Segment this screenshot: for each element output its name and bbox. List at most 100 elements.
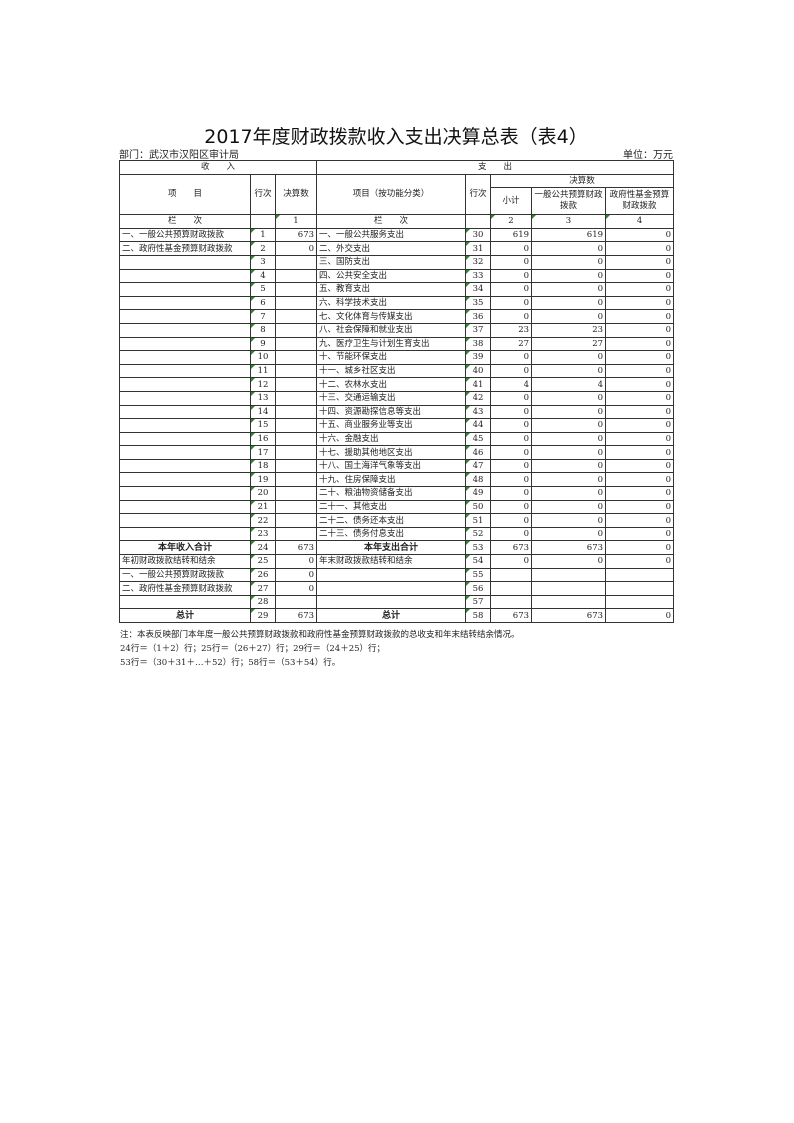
expense-item-cell: 二十三、债务付息支出 [316, 526, 467, 542]
income-line-cell: 3 [250, 254, 276, 270]
income-amount-cell [274, 282, 318, 297]
expense-item-cell: 十四、资源勘探信息等支出 [316, 404, 467, 420]
income-line-cell: 15 [250, 418, 276, 433]
income-amount-cell [274, 295, 318, 311]
expense-item-cell: 二十一、其他支出 [316, 499, 467, 515]
subtotal-cell: 0 [490, 254, 533, 270]
expense-line-cell: 54 [465, 554, 492, 569]
income-amount-cell [274, 254, 318, 270]
subtotal-cell [490, 594, 533, 610]
income-line-cell: 28 [250, 594, 276, 610]
expense-line-cell: 45 [465, 431, 492, 447]
fund-amount-cell: 0 [605, 350, 675, 365]
fund-amount-cell: 0 [605, 486, 675, 501]
subtotal-cell: 0 [490, 309, 533, 324]
income-item-cell [119, 472, 251, 488]
subtotal-cell: 0 [490, 404, 533, 420]
expense-line-cell: 58 [465, 608, 492, 623]
fund-amount-cell [605, 594, 675, 610]
fund-amount-cell [605, 581, 675, 596]
income-line-cell: 16 [250, 431, 276, 447]
fund-amount-cell: 0 [605, 431, 675, 447]
fund-amount-cell: 0 [605, 513, 675, 528]
col-label: 栏 次 [119, 214, 251, 229]
general-amount-cell: 0 [531, 350, 607, 365]
income-line-cell: 12 [250, 377, 276, 392]
subtotal-cell: 673 [490, 540, 533, 556]
income-line-cell: 10 [250, 350, 276, 365]
income-amount-cell [274, 268, 318, 284]
income-amount-cell [274, 322, 318, 338]
fund-amount-cell: 0 [605, 390, 675, 406]
expense-line-cell: 47 [465, 458, 492, 474]
income-item-cell: 一、一般公共预算财政拨款 [119, 227, 251, 243]
table-row: 二、政府性基金预算财政拨款 27 0 56 [119, 581, 675, 596]
general-amount-cell: 673 [531, 540, 607, 556]
income-line-cell: 7 [250, 309, 276, 324]
income-amount-cell [274, 594, 318, 610]
general-amount-cell: 0 [531, 499, 607, 515]
income-item-cell [119, 445, 251, 460]
col-2: 2 [490, 214, 533, 229]
fund-amount-cell: 0 [605, 404, 675, 420]
table-row: 11 十一、城乡社区支出 40 0 0 0 [119, 363, 675, 379]
income-item-cell [119, 513, 251, 528]
general-amount-cell [531, 594, 607, 610]
general-amount-cell: 0 [531, 268, 607, 284]
expense-item-cell: 本年支出合计 [316, 540, 467, 556]
fund-amount-cell: 0 [605, 336, 675, 352]
income-amount-cell [274, 390, 318, 406]
income-item-header: 项 目 [119, 173, 251, 216]
table-row: 12 十二、农林水支出 41 4 4 0 [119, 377, 675, 392]
table-row: 7 七、文化体育与传媒支出 36 0 0 0 [119, 309, 675, 324]
expense-line-cell: 32 [465, 254, 492, 270]
expense-line-header: 行次 [465, 173, 492, 216]
general-amount-cell: 0 [531, 254, 607, 270]
expense-item-cell: 十九、住房保障支出 [316, 472, 467, 488]
table-row: 20 二十、粮油物资储备支出 49 0 0 0 [119, 486, 675, 501]
income-item-cell [119, 377, 251, 392]
income-item-cell [119, 499, 251, 515]
col-4: 4 [605, 214, 675, 229]
expense-line-cell: 38 [465, 336, 492, 352]
income-item-cell [119, 336, 251, 352]
income-line-cell: 17 [250, 445, 276, 460]
income-item-cell: 二、政府性基金预算财政拨款 [119, 241, 251, 256]
fund-amount-cell: 0 [605, 282, 675, 297]
general-amount-cell: 0 [531, 472, 607, 488]
page-title: 2017年度财政拨款收入支出决算总表（表4） [204, 126, 588, 148]
subtotal-cell: 0 [490, 499, 533, 515]
fund-amount-cell [605, 567, 675, 583]
expense-line-cell: 43 [465, 404, 492, 420]
fund-amount-cell: 0 [605, 268, 675, 284]
fund-amount-cell: 0 [605, 554, 675, 569]
income-amount-cell: 0 [274, 241, 318, 256]
income-item-cell [119, 322, 251, 338]
expense-item-cell: 年末财政拨款结转和结余 [316, 554, 467, 569]
general-amount-cell: 0 [531, 404, 607, 420]
expense-item-cell: 八、社会保障和就业支出 [316, 322, 467, 338]
subtotal-cell: 0 [490, 472, 533, 488]
expense-item-cell: 二十二、债务还本支出 [316, 513, 467, 528]
expense-line-cell: 33 [465, 268, 492, 284]
fund-amount-cell: 0 [605, 309, 675, 324]
subtotal-cell: 0 [490, 445, 533, 460]
general-amount-cell: 0 [531, 282, 607, 297]
income-line-cell: 13 [250, 390, 276, 406]
table-row: 13 十三、交通运输支出 42 0 0 0 [119, 390, 675, 406]
expense-line-cell: 31 [465, 241, 492, 256]
table-row: 10 十、节能环保支出 39 0 0 0 [119, 350, 675, 365]
income-item-cell [119, 458, 251, 474]
table-row: 22 二十二、债务还本支出 51 0 0 0 [119, 513, 675, 528]
income-amount-cell [274, 458, 318, 474]
expense-line-cell: 46 [465, 445, 492, 460]
income-line-cell: 29 [250, 608, 276, 623]
expense-item-cell: 十、节能环保支出 [316, 350, 467, 365]
general-amount-cell [531, 567, 607, 583]
expense-item-cell [316, 581, 467, 596]
income-amount-cell: 0 [274, 567, 318, 583]
table-row: 23 二十三、债务付息支出 52 0 0 0 [119, 526, 675, 542]
expense-line-cell: 30 [465, 227, 492, 243]
income-line-cell: 8 [250, 322, 276, 338]
expense-header: 支 出 [316, 160, 675, 175]
